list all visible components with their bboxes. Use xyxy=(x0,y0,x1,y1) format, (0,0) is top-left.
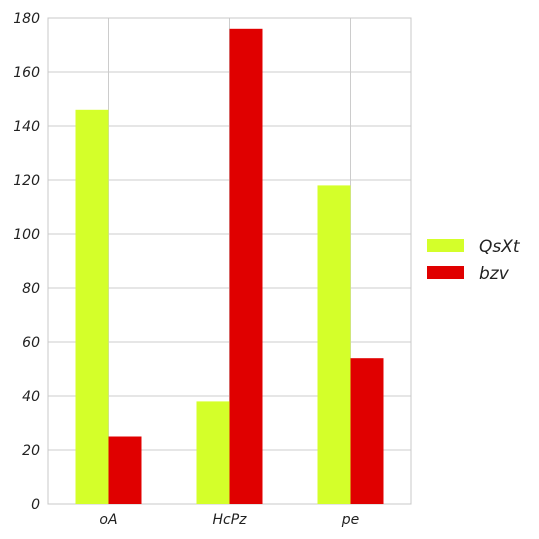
legend-label: bzv xyxy=(479,264,510,284)
y-tick-label: 40 xyxy=(22,389,40,405)
bar-QsXt-HcPz xyxy=(196,401,230,504)
y-tick-label: 0 xyxy=(31,497,40,513)
legend: QsXt bzv xyxy=(427,237,521,284)
y-tick-label: 180 xyxy=(13,11,40,27)
bar-bzv-oA xyxy=(108,436,142,504)
legend-swatch xyxy=(427,239,464,252)
bar-QsXt-oA xyxy=(75,109,109,505)
bar-bzv-HcPz xyxy=(229,28,263,505)
y-tick-label: 140 xyxy=(13,119,40,135)
x-tick-label: oA xyxy=(99,512,117,528)
bar-bzv-pe xyxy=(350,358,384,504)
y-tick-label: 100 xyxy=(13,227,40,243)
legend-swatch xyxy=(427,266,464,279)
y-axis-ticks: 0 20 40 60 80 100 120 140 160 180 xyxy=(13,11,40,513)
y-tick-label: 60 xyxy=(22,335,40,351)
x-axis-ticks: oA HcPz pe xyxy=(99,512,359,528)
y-tick-label: 120 xyxy=(13,173,40,189)
x-tick-label: HcPz xyxy=(212,512,247,528)
x-tick-label: pe xyxy=(341,512,360,528)
y-tick-label: 80 xyxy=(22,281,40,297)
legend-label: QsXt xyxy=(479,237,521,257)
bar-QsXt-pe xyxy=(317,185,351,504)
y-tick-label: 160 xyxy=(13,65,40,81)
bars xyxy=(75,28,384,505)
y-tick-label: 20 xyxy=(22,443,40,459)
